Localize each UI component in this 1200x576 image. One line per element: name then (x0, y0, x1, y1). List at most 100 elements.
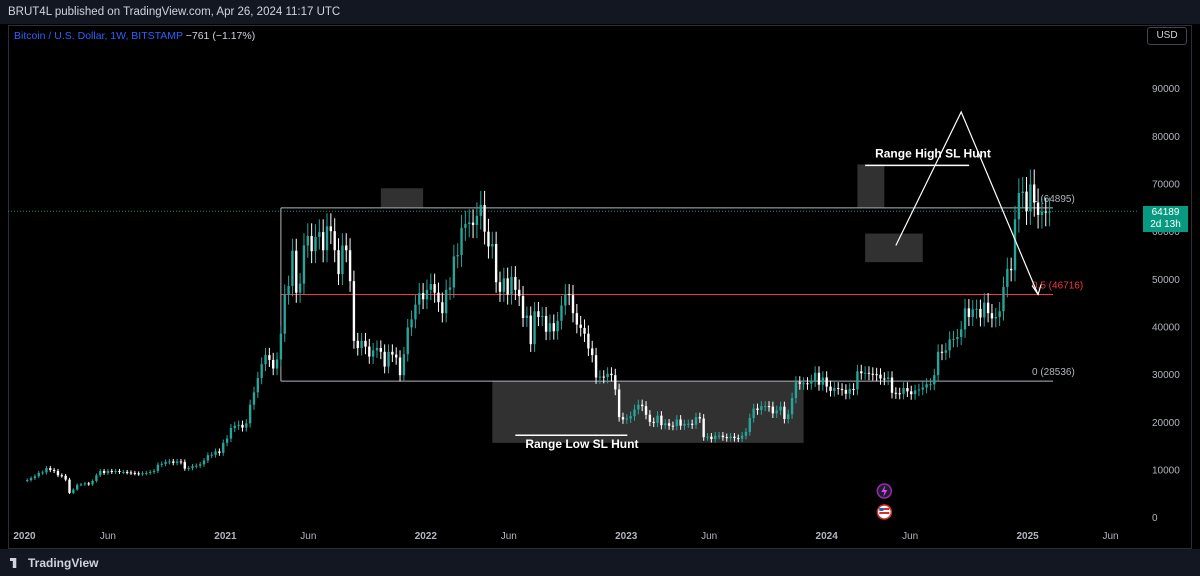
candle-body (145, 472, 148, 474)
candle (122, 469, 125, 474)
candle-body (817, 372, 821, 385)
candle-body (229, 428, 233, 439)
candle (421, 283, 425, 310)
candle (710, 433, 713, 443)
candle-body (410, 319, 413, 328)
candle (986, 293, 990, 323)
candle-body (787, 414, 790, 420)
candle (95, 473, 98, 483)
candle-body (644, 406, 648, 415)
candle (837, 382, 840, 395)
candle (102, 468, 106, 475)
candle (1036, 188, 1040, 229)
candle (833, 382, 836, 397)
candle-body (156, 464, 160, 471)
candle-body (33, 476, 37, 479)
candle-body (310, 235, 313, 252)
candle-body (917, 389, 921, 391)
candle (72, 488, 75, 495)
candle-body (202, 460, 206, 465)
candle-body (910, 391, 913, 395)
candle-body (971, 309, 974, 317)
candle-body (64, 475, 67, 480)
candle-body (356, 340, 359, 348)
candle (867, 366, 871, 381)
fib-label-1: 1 (64895) (1032, 194, 1075, 205)
candle (491, 231, 494, 259)
candle-body (348, 250, 352, 282)
flag-stripe-icon (879, 508, 890, 510)
candle (506, 267, 509, 305)
candle-body (114, 470, 117, 472)
candle (925, 378, 928, 394)
candle-body (856, 371, 859, 390)
candle-body (544, 316, 548, 332)
candle-body (541, 316, 544, 318)
candle-body (441, 302, 444, 314)
candle (744, 428, 748, 440)
candle-body (729, 436, 732, 439)
top-bar (0, 0, 1200, 24)
candle (910, 385, 913, 400)
candle-body (448, 287, 452, 290)
candle-body (779, 406, 782, 411)
candle (667, 419, 671, 430)
candle-body (944, 350, 948, 353)
candle (933, 368, 936, 391)
candle (222, 439, 225, 456)
candle (1013, 205, 1017, 282)
candle (325, 213, 329, 263)
candle (967, 299, 971, 327)
candle (921, 381, 924, 396)
candle-body (1033, 184, 1036, 203)
candle (556, 311, 559, 340)
candle (406, 318, 409, 362)
candle (114, 468, 117, 474)
candle-body (929, 384, 932, 386)
candle-body (471, 222, 475, 225)
candle (694, 412, 698, 429)
candle (990, 303, 994, 328)
candle-body (679, 419, 682, 426)
candle-body (191, 466, 194, 469)
candle (971, 300, 974, 327)
x-tick-label: 2024 (816, 531, 839, 542)
candle-body (264, 355, 267, 365)
tradingview-logo[interactable]: TradingView (10, 556, 98, 570)
x-tick-label: 2020 (13, 531, 36, 542)
x-tick-label: 2023 (615, 531, 638, 542)
candle (675, 415, 678, 431)
candle-body (640, 404, 644, 407)
candle-body (925, 384, 928, 388)
candle-body (133, 472, 137, 474)
candle (533, 302, 536, 352)
candle-body (883, 378, 886, 380)
candle (99, 468, 102, 478)
candle (129, 470, 133, 475)
candle (356, 332, 359, 356)
flag-stripe-icon (879, 512, 890, 514)
candle-body (852, 388, 855, 390)
candle-body (606, 373, 609, 378)
candle (529, 306, 532, 352)
candle-body (614, 375, 617, 390)
candle (733, 433, 736, 442)
candle-body (517, 289, 521, 297)
candle (468, 209, 471, 238)
candle (660, 411, 663, 430)
candle (502, 267, 506, 302)
candle (806, 377, 809, 390)
candle (202, 457, 206, 467)
candle (368, 338, 371, 364)
candle (606, 367, 609, 384)
annotation-text-1: Range Low SL Hunt (525, 437, 638, 451)
candle (248, 399, 252, 428)
candle (79, 482, 83, 487)
currency-button[interactable]: USD (1147, 27, 1187, 45)
symbol-name[interactable]: Bitcoin / U.S. Dollar, 1W, BITSTAMP (14, 30, 183, 42)
candle-body (940, 351, 944, 353)
candle (310, 223, 313, 264)
candle (137, 471, 140, 476)
candle (141, 471, 144, 476)
